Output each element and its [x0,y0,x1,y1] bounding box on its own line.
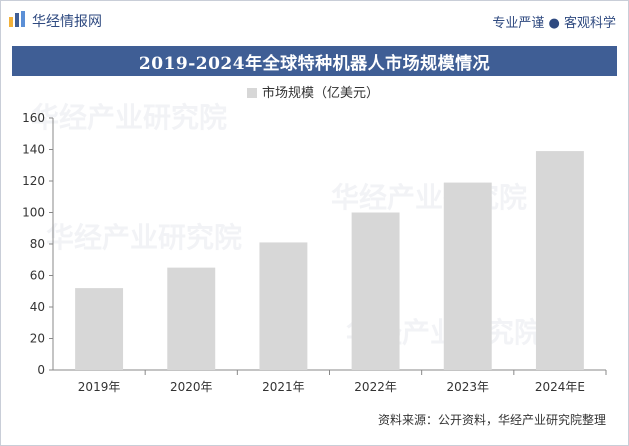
header-bar: 华经情报网 专业严谨 ● 客观科学 [1,1,628,39]
x-tick-label: 2023年 [446,380,489,394]
y-tick-label: 160 [22,111,45,125]
bar [443,182,492,370]
x-tick-label: 2022年 [354,380,397,394]
slogan: 专业严谨 ● 客观科学 [492,16,616,31]
legend-label: 市场规模（亿美元） [262,85,379,101]
source-note: 资料来源：公开资料，华经产业研究院整理 [377,413,606,427]
brand-logo-icon [9,11,27,31]
brand: 华经情报网 [9,11,102,31]
legend-swatch [247,88,257,98]
bar [75,288,124,370]
bar [351,212,400,370]
y-tick-label: 60 [30,269,45,283]
bar [259,242,308,370]
title-bar: 2019-2024年全球特种机器人市场规模情况 [12,46,617,76]
brand-name: 华经情报网 [32,14,102,30]
x-tick-label: 2020年 [170,380,213,394]
x-tick-label: 2024年E [535,380,585,394]
x-tick-label: 2019年 [78,380,121,394]
y-tick-label: 120 [22,174,45,188]
y-tick-label: 20 [30,332,45,346]
bar [535,151,584,370]
source-bar: 资料来源：公开资料，华经产业研究院整理 [1,406,628,436]
x-tick-label: 2021年 [262,380,305,394]
y-tick-label: 0 [37,363,45,377]
chart-title: 2019-2024年全球特种机器人市场规模情况 [138,53,491,74]
bar [167,267,216,370]
y-tick-label: 40 [30,300,45,314]
y-tick-label: 100 [22,206,45,220]
y-tick-label: 80 [30,237,45,251]
y-tick-label: 140 [22,143,45,157]
